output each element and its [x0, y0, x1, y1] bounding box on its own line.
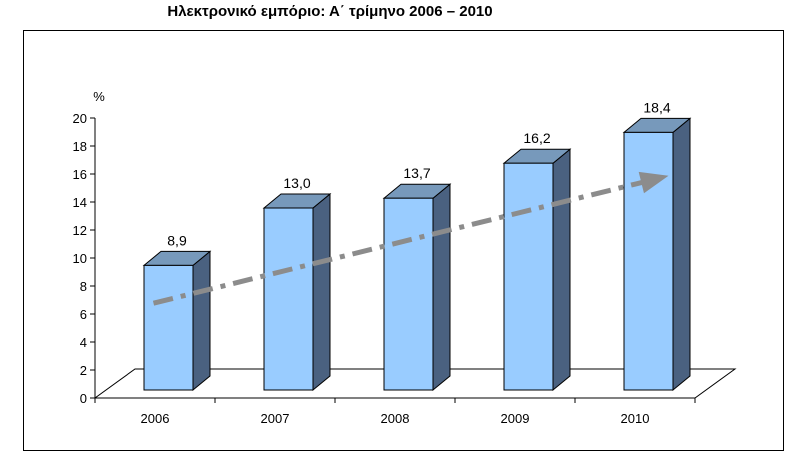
y-tick-label: 14: [73, 195, 87, 210]
chart-title: Ηλεκτρονικό εμπόριο: Α΄ τρίμηνο 2006 – 2…: [167, 3, 493, 20]
bar: [503, 162, 554, 391]
y-tick-label: 20: [73, 111, 87, 126]
bar: [143, 264, 194, 391]
data-label: 16,2: [523, 130, 550, 146]
y-tick-label: 12: [73, 223, 87, 238]
trend-arrow-head: [638, 171, 669, 194]
y-axis-unit-label: %: [93, 89, 105, 104]
bar: [383, 197, 434, 391]
y-tick-label: 2: [80, 363, 87, 378]
x-tick-label: 2009: [501, 411, 530, 426]
chart-frame: [23, 30, 784, 451]
data-label: 18,4: [643, 99, 670, 115]
bar: [263, 207, 314, 391]
y-tick-label: 18: [73, 139, 87, 154]
bar-side: [432, 183, 451, 392]
x-tick-label: 2010: [621, 411, 650, 426]
y-tick-label: 4: [80, 335, 87, 350]
x-tick-label: 2007: [261, 411, 290, 426]
bar-side: [312, 192, 331, 392]
y-tick-label: 10: [73, 251, 87, 266]
bar: [623, 131, 674, 391]
y-tick-label: 0: [80, 391, 87, 406]
y-tick-label: 8: [80, 279, 87, 294]
x-tick-label: 2006: [141, 411, 170, 426]
x-tick-label: 2008: [381, 411, 410, 426]
data-label: 8,9: [167, 232, 187, 248]
y-tick-label: 6: [80, 307, 87, 322]
bar-side: [192, 250, 211, 392]
data-label: 13,7: [403, 165, 430, 181]
bar-side: [672, 117, 691, 392]
data-label: 13,0: [283, 175, 310, 191]
trend-arrow-line: [152, 178, 650, 306]
y-tick-label: 16: [73, 167, 87, 182]
bar-side: [552, 148, 571, 392]
